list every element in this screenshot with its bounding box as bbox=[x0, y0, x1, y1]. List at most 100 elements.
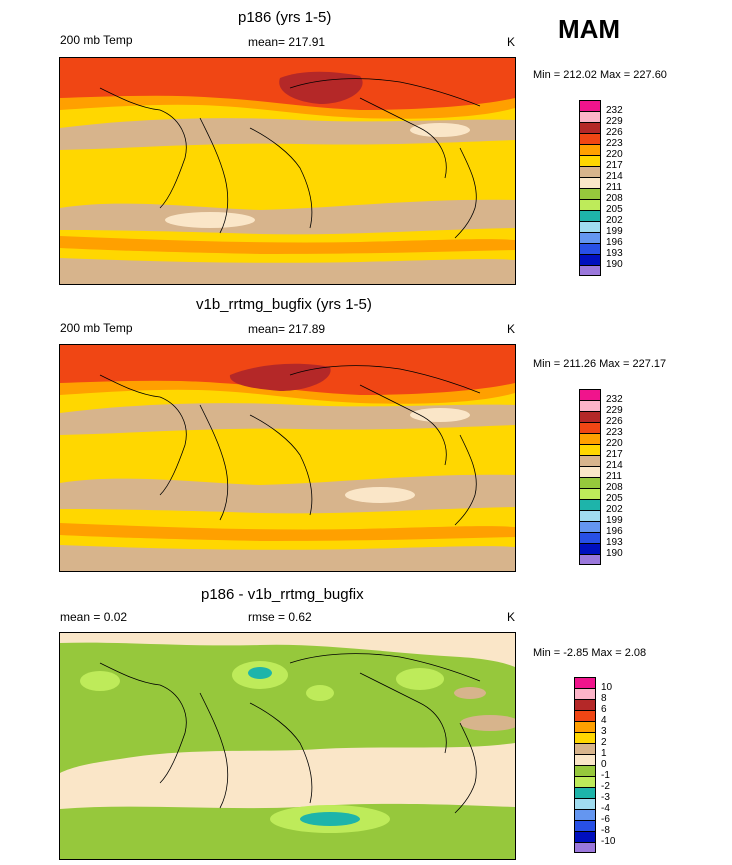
panel2-field-label: 200 mb Temp bbox=[60, 321, 133, 335]
panel3-colorbar bbox=[574, 677, 596, 853]
colorbar-swatch bbox=[579, 477, 601, 488]
colorbar-tick-label: -1 bbox=[601, 770, 610, 781]
colorbar-tick-label: 217 bbox=[606, 449, 623, 460]
colorbar-swatch bbox=[574, 743, 596, 754]
panel1-mean: mean= 217.91 bbox=[248, 35, 326, 49]
panel1-units: K bbox=[507, 35, 516, 49]
colorbar-swatch bbox=[579, 210, 601, 221]
panel2-colorbar bbox=[579, 389, 601, 565]
colorbar-swatch bbox=[579, 499, 601, 510]
panel2-units: K bbox=[507, 322, 516, 336]
colorbar-tick-label: 205 bbox=[606, 204, 623, 215]
colorbar-swatch bbox=[579, 543, 601, 554]
panel1-map-svg bbox=[60, 58, 515, 284]
colorbar-tick-label: 10 bbox=[601, 682, 613, 693]
colorbar-tick-label: 2 bbox=[601, 737, 607, 748]
colorbar-swatch bbox=[579, 521, 601, 532]
colorbar-swatch bbox=[579, 155, 601, 166]
colorbar-swatch bbox=[579, 510, 601, 521]
panel3-minmax: Min = -2.85 Max = 2.08 bbox=[533, 647, 647, 659]
colorbar-swatch bbox=[574, 699, 596, 710]
colorbar-tick-label: 208 bbox=[606, 193, 623, 204]
colorbar-swatch bbox=[574, 677, 596, 688]
panel2-minmax: Min = 211.26 Max = 227.17 bbox=[533, 358, 667, 370]
colorbar-swatch bbox=[579, 554, 601, 565]
colorbar-swatch bbox=[579, 433, 601, 444]
colorbar-tick-label: 220 bbox=[606, 438, 623, 449]
colorbar-swatch bbox=[579, 389, 601, 400]
colorbar-swatch bbox=[574, 688, 596, 699]
colorbar-swatch bbox=[579, 232, 601, 243]
colorbar-tick-label: 226 bbox=[606, 127, 623, 138]
colorbar-swatch bbox=[574, 809, 596, 820]
colorbar-tick-label: 8 bbox=[601, 693, 607, 704]
colorbar-tick-label: 205 bbox=[606, 493, 623, 504]
panel3-title: p186 - v1b_rrtmg_bugfix bbox=[201, 586, 364, 603]
colorbar-tick-label: 223 bbox=[606, 427, 623, 438]
colorbar-swatch bbox=[574, 754, 596, 765]
panel3-map-svg bbox=[60, 633, 515, 859]
colorbar-swatch bbox=[579, 199, 601, 210]
colorbar-swatch bbox=[579, 444, 601, 455]
colorbar-swatch bbox=[579, 455, 601, 466]
colorbar-tick-label: 223 bbox=[606, 138, 623, 149]
colorbar-swatch bbox=[579, 466, 601, 477]
colorbar-tick-label: 190 bbox=[606, 259, 623, 270]
colorbar-tick-label: 226 bbox=[606, 416, 623, 427]
colorbar-tick-label: 211 bbox=[606, 471, 622, 482]
colorbar-swatch bbox=[579, 265, 601, 276]
panel3-map bbox=[59, 632, 516, 860]
panel3-mean: mean = 0.02 bbox=[60, 610, 128, 624]
panel1-map bbox=[59, 57, 516, 285]
colorbar-tick-label: 220 bbox=[606, 149, 623, 160]
colorbar-tick-label: 1 bbox=[601, 748, 607, 759]
colorbar-tick-label: 232 bbox=[606, 394, 623, 405]
colorbar-tick-label: -3 bbox=[601, 792, 610, 803]
colorbar-swatch bbox=[574, 831, 596, 842]
colorbar-swatch bbox=[579, 532, 601, 543]
colorbar-swatch bbox=[579, 100, 601, 111]
colorbar-tick-label: 214 bbox=[606, 460, 623, 471]
panel2-title: v1b_rrtmg_bugfix (yrs 1-5) bbox=[196, 296, 372, 313]
panel1-colorbar bbox=[579, 100, 601, 276]
colorbar-tick-label: 202 bbox=[606, 215, 623, 226]
colorbar-tick-label: -8 bbox=[601, 825, 610, 836]
colorbar-tick-label: 6 bbox=[601, 704, 607, 715]
colorbar-tick-label: 4 bbox=[601, 715, 607, 726]
colorbar-tick-label: 199 bbox=[606, 226, 623, 237]
colorbar-tick-label: 232 bbox=[606, 105, 623, 116]
colorbar-swatch bbox=[574, 710, 596, 721]
panel2-map-svg bbox=[60, 345, 515, 571]
colorbar-swatch bbox=[574, 820, 596, 831]
colorbar-swatch bbox=[579, 411, 601, 422]
colorbar-swatch bbox=[574, 798, 596, 809]
panel2-mean: mean= 217.89 bbox=[248, 322, 326, 336]
panel3-rmse: rmse = 0.62 bbox=[248, 610, 312, 624]
colorbar-swatch bbox=[579, 243, 601, 254]
colorbar-tick-label: -4 bbox=[601, 803, 610, 814]
colorbar-swatch bbox=[579, 122, 601, 133]
panel2-map bbox=[59, 344, 516, 572]
panel1-title: p186 (yrs 1-5) bbox=[238, 9, 332, 26]
colorbar-swatch bbox=[574, 842, 596, 853]
colorbar-tick-label: 196 bbox=[606, 526, 623, 537]
colorbar-tick-label: 193 bbox=[606, 248, 623, 259]
colorbar-swatch bbox=[579, 166, 601, 177]
panel1-field-label: 200 mb Temp bbox=[60, 33, 133, 47]
colorbar-tick-label: 3 bbox=[601, 726, 607, 737]
colorbar-swatch bbox=[579, 188, 601, 199]
colorbar-tick-label: 202 bbox=[606, 504, 623, 515]
colorbar-tick-label: 0 bbox=[601, 759, 607, 770]
colorbar-swatch bbox=[574, 732, 596, 743]
colorbar-tick-label: -2 bbox=[601, 781, 610, 792]
colorbar-tick-label: 217 bbox=[606, 160, 623, 171]
colorbar-tick-label: 193 bbox=[606, 537, 623, 548]
colorbar-swatch bbox=[579, 177, 601, 188]
colorbar-swatch bbox=[574, 721, 596, 732]
colorbar-tick-label: 199 bbox=[606, 515, 623, 526]
colorbar-swatch bbox=[579, 133, 601, 144]
colorbar-swatch bbox=[574, 765, 596, 776]
colorbar-tick-label: 214 bbox=[606, 171, 623, 182]
colorbar-swatch bbox=[579, 221, 601, 232]
season-label: MAM bbox=[558, 14, 621, 44]
